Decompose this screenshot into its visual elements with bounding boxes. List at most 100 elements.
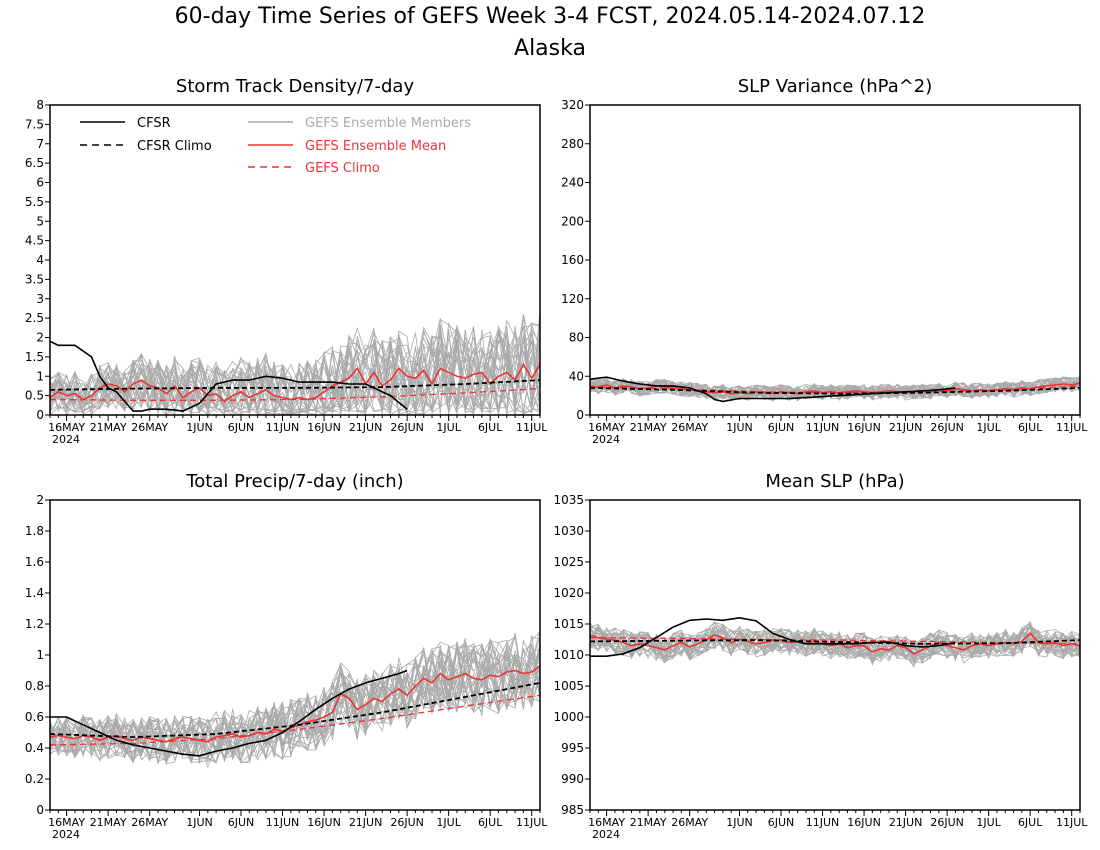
y-tick-label: 0 [576,408,584,422]
legend: CFSR CFSR Climo GEFS Ensemble Members GEFS … [80,116,471,176]
legend-mean-label: GEFS Ensemble Mean [305,139,446,154]
cfsr-climo-line [50,682,540,739]
y-tick-label: 4.5 [25,234,44,248]
y-tick-label: 1.8 [25,524,44,538]
gefs-mean-line [590,382,1080,395]
legend-gefs-climo-label: GEFS Climo [305,161,380,176]
y-tick-label: 280 [561,137,584,151]
x-tick-label: 16JUN [847,816,881,829]
x-tick-label: 6JUN [768,816,795,829]
plot-frame [49,499,541,811]
cfsr-line [50,669,408,757]
x-tick-label: 26MAY [131,816,168,829]
panel-title: Storm Track Density/7-day [176,76,415,97]
x-tick-label: 1JUL [436,421,461,434]
panel-title: Total Precip/7-day (inch) [185,471,403,492]
x-tick-label: 16MAY [48,421,85,434]
x-tick-label: 11JUL [1056,816,1088,829]
y-tick-label: 3.5 [25,272,44,286]
plot-frame [589,499,1081,811]
x-tick-label: 11JUL [516,816,548,829]
x-tick-label: 26JUN [390,816,424,829]
cfsr-line [50,340,408,412]
plot-area [590,616,1080,668]
y-tick-label: 2 [36,493,44,507]
gefs-climo-line [50,387,540,401]
x-tick-label: 21MAY [630,421,667,434]
y-tick-label: 1.6 [25,555,44,569]
x-year-label: 2024 [52,828,80,841]
x-tick-label: 1JUL [976,421,1001,434]
legend-cfsr-climo-label: CFSR Climo [137,139,212,154]
ensemble-member-line [590,626,1080,659]
x-tick-label: 21MAY [90,816,127,829]
panel-4: Mean SLP (hPa) 985 990 995 1000 1005 1010 1015 1… [553,471,1088,841]
y-tick-label: 3 [36,292,44,306]
x-tick-label: 1JUL [976,816,1001,829]
y-tick-label: 1030 [553,524,584,538]
plot-area [50,629,540,769]
x-tick-label: 11JUN [806,421,840,434]
panel-title: SLP Variance (hPa^2) [738,76,933,97]
x-tick-label: 11JUN [266,816,300,829]
x-tick-label: 11JUL [516,421,548,434]
x-tick-label: 26MAY [671,421,708,434]
y-tick-label: 1025 [553,555,584,569]
x-tick-label: 1JUN [186,816,213,829]
y-tick-label: 6.5 [25,156,44,170]
x-tick-label: 21MAY [630,816,667,829]
panel-1: Storm Track Density/7-day 0 0.5 1 1.5 2 2.5 3 3.… [25,76,548,446]
y-tick-label: 0 [36,408,44,422]
y-tick-label: 200 [561,214,584,228]
y-tick-label: 1000 [553,710,584,724]
cfsr-line [590,376,956,403]
x-tick-label: 26JUN [390,421,424,434]
region-title: Alaska [514,36,586,61]
y-tick-label: 1.2 [25,617,44,631]
y-tick-label: 0 [36,803,44,817]
x-tick-label: 16JUN [307,421,341,434]
y-tick-label: 1.4 [25,586,44,600]
ensemble-member-line [590,622,1080,663]
x-tick-label: 26JUN [930,816,964,829]
ensemble-member-line [50,647,540,769]
y-tick-label: 1010 [553,648,584,662]
ensemble-member-line [50,324,540,415]
gefs-climo-line [590,385,1080,394]
x-tick-label: 11JUL [1056,421,1088,434]
ensemble-member-line [50,644,540,764]
legend-cfsr-label: CFSR [137,116,171,131]
x-tick-label: 26JUN [930,421,964,434]
ensemble-member-line [590,624,1080,660]
y-tick-label: 120 [561,292,584,306]
cfsr-climo-line [50,379,540,391]
x-tick-label: 6JUL [478,816,503,829]
x-tick-label: 16JUN [847,421,881,434]
x-tick-label: 6JUN [228,421,255,434]
y-tick-label: 7 [36,137,44,151]
x-tick-label: 21JUN [349,816,383,829]
y-tick-label: 1 [36,648,44,662]
ensemble-member-line [50,645,540,763]
plot-frame [589,104,1081,416]
y-tick-label: 995 [561,741,584,755]
y-tick-label: 8 [36,98,44,112]
x-tick-label: 6JUL [1018,816,1043,829]
ensemble-member-line [50,645,540,761]
y-tick-label: 320 [561,98,584,112]
x-tick-label: 21JUN [349,421,383,434]
x-tick-label: 6JUN [228,816,255,829]
ensemble-member-line [590,623,1080,660]
x-tick-label: 6JUL [1018,421,1043,434]
legend-members-label: GEFS Ensemble Members [305,116,471,131]
y-tick-label: 40 [569,369,584,383]
ensemble-member-line [50,641,540,764]
x-tick-label: 11JUN [266,421,300,434]
x-tick-label: 1JUN [186,421,213,434]
x-tick-label: 1JUN [726,816,753,829]
gefs-climo-line [50,694,540,746]
y-tick-label: 0.4 [25,741,44,755]
y-tick-label: 2 [36,331,44,345]
